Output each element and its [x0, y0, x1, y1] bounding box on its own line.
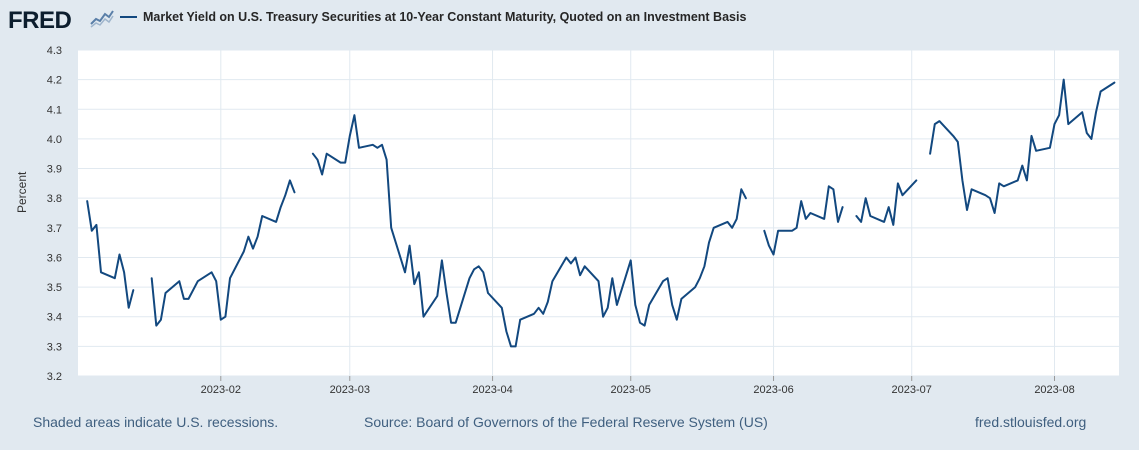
chart-legend[interactable]: Market Yield on U.S. Treasury Securities… — [120, 10, 746, 24]
series-line-segment — [929, 78, 1116, 214]
x-tick-label: 2023-02 — [201, 384, 241, 396]
y-tick-label: 3.5 — [47, 282, 62, 294]
series-line-segment — [150, 179, 296, 327]
x-tick-label: 2023-06 — [753, 384, 793, 396]
series-line-segment — [763, 185, 844, 256]
y-tick-label: 3.8 — [47, 193, 62, 205]
y-tick-label: 3.6 — [47, 252, 62, 264]
y-tick-label: 3.7 — [47, 223, 62, 235]
series-line-segment — [311, 114, 747, 348]
y-tick-label: 3.9 — [47, 164, 62, 176]
y-tick-label: 3.3 — [47, 341, 62, 353]
x-tick-label: 2023-05 — [611, 384, 651, 396]
y-tick-label: 4.1 — [47, 104, 62, 116]
series-line-segment — [855, 179, 918, 226]
chart-title: Market Yield on U.S. Treasury Securities… — [143, 10, 747, 24]
site-link[interactable]: fred.stlouisfed.org — [975, 414, 1087, 430]
sparkline-icon — [90, 8, 114, 28]
y-tick-label: 4.0 — [47, 134, 62, 146]
x-tick-label: 2023-04 — [472, 384, 512, 396]
plot-area[interactable] — [78, 50, 1119, 376]
x-tick-label: 2023-03 — [330, 384, 370, 396]
legend-swatch — [120, 16, 137, 18]
x-tick-label: 2023-07 — [892, 384, 932, 396]
y-axis-label: Percent — [15, 171, 29, 213]
y-tick-label: 4.2 — [47, 75, 62, 87]
fred-logo[interactable]: FRED — [8, 7, 72, 34]
y-tick-label: 4.3 — [47, 45, 62, 57]
y-tick-label: 3.2 — [47, 371, 62, 383]
series-line-segment — [86, 200, 135, 309]
source-note: Source: Board of Governors of the Federa… — [364, 414, 768, 430]
x-tick-label: 2023-08 — [1034, 384, 1074, 396]
chart-header: FRED Market Yield on U.S. Treasury Secur… — [0, 0, 1139, 40]
y-tick-label: 3.4 — [47, 312, 62, 324]
recession-note: Shaded areas indicate U.S. recessions. — [33, 414, 279, 430]
